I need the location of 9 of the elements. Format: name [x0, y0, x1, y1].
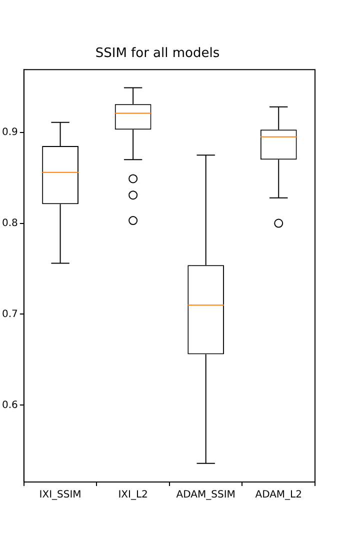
y-tick-label: 0.8: [2, 218, 18, 229]
x-tick-label: IXI_SSIM: [39, 490, 82, 501]
chart-title: SSIM for all models: [95, 46, 220, 62]
y-tick-label: 0.7: [2, 308, 18, 320]
x-tick-label: IXI_L2: [118, 490, 148, 501]
x-tick-label: ADAM_SSIM: [176, 490, 236, 501]
y-tick-label: 0.9: [2, 126, 18, 138]
y-tick-label: 0.6: [2, 400, 18, 411]
x-tick-label: ADAM_L2: [255, 490, 302, 501]
